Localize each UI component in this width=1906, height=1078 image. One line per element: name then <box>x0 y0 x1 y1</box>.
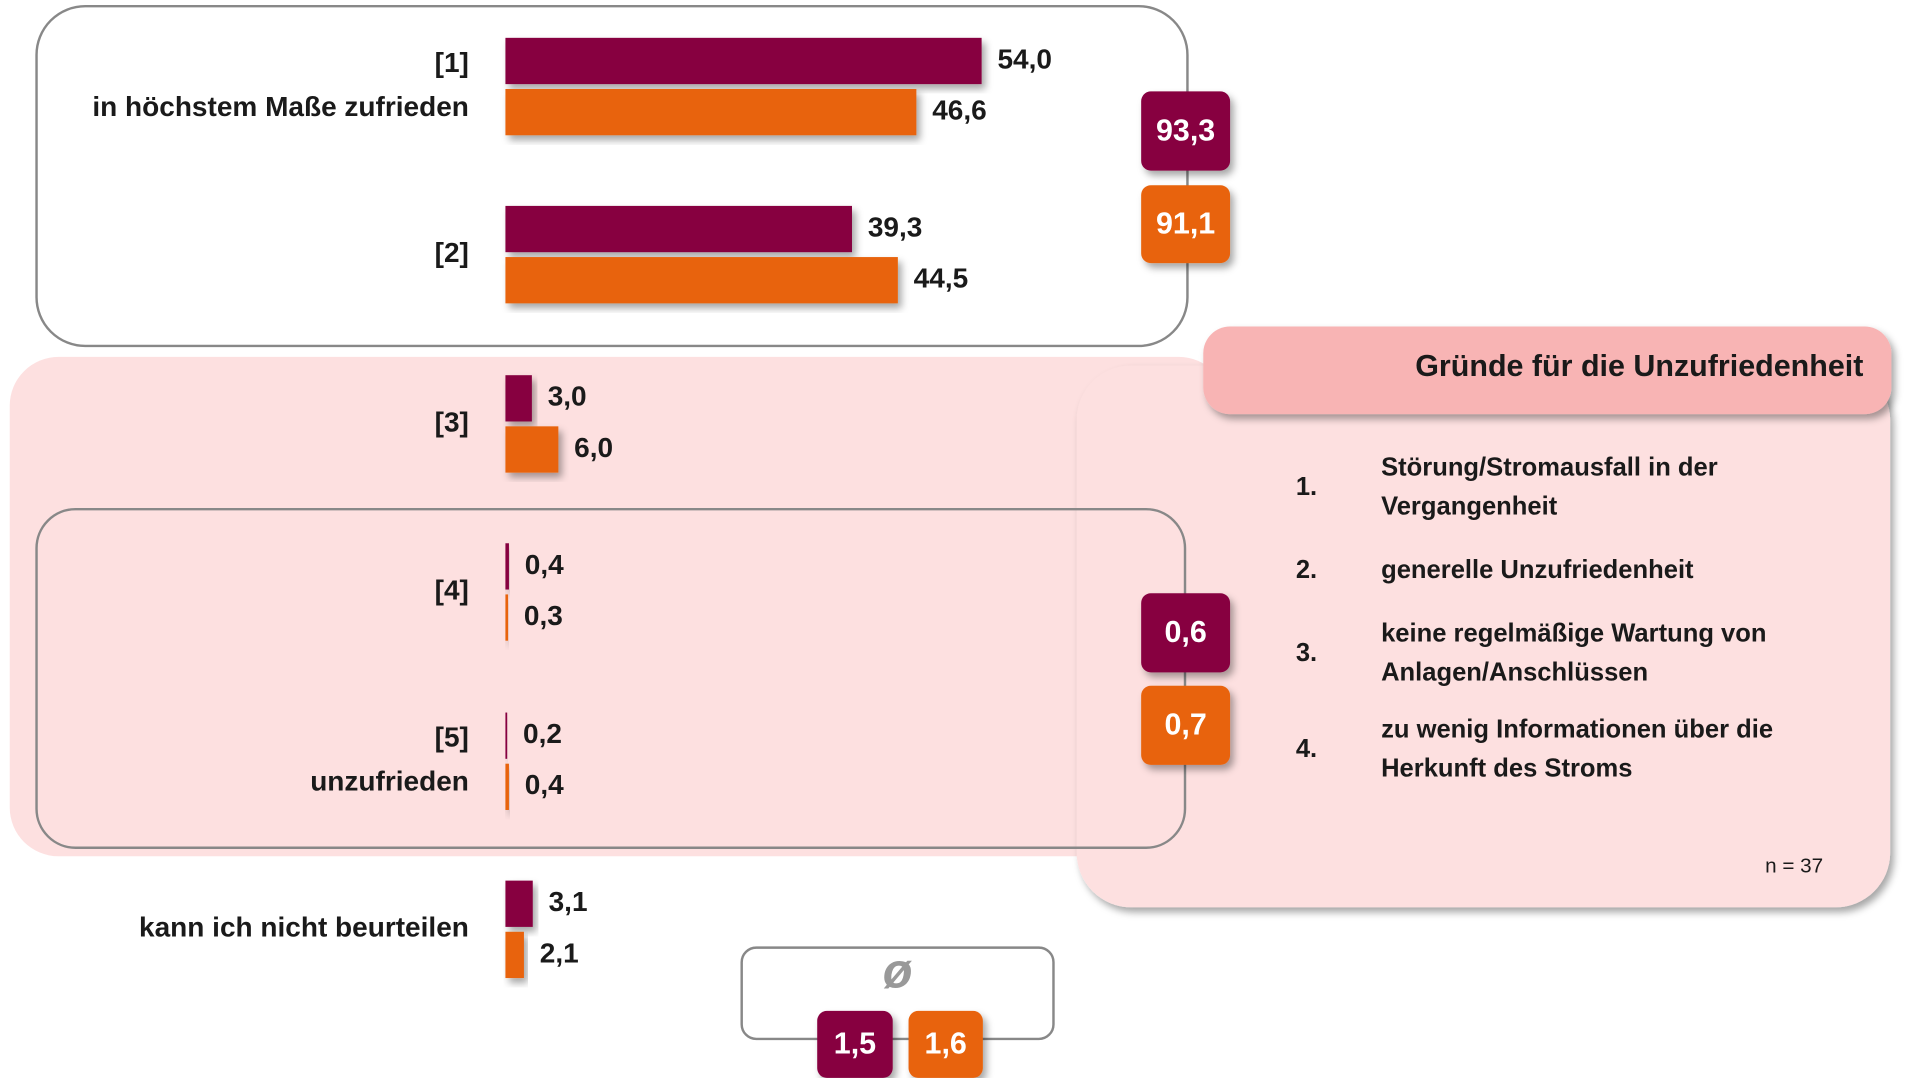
value-label: 2,1 <box>540 937 579 968</box>
reason-text: Störung/Stromausfall in der <box>1381 454 1718 482</box>
value-label: 54,0 <box>997 43 1051 74</box>
reason-text: generelle Unzufriedenheit <box>1381 556 1694 584</box>
reason-text: zu wenig Informationen über die <box>1381 716 1773 744</box>
value-label: 0,3 <box>524 600 563 631</box>
reason-text: Anlagen/Anschlüssen <box>1381 658 1648 686</box>
bar <box>505 426 559 473</box>
value-label: 6,0 <box>574 432 613 463</box>
value-label: 0,4 <box>525 549 564 580</box>
reason-text: Herkunft des Stroms <box>1381 755 1632 783</box>
bar <box>505 712 508 759</box>
reasons-panel <box>1076 365 1891 908</box>
category-label: kann ich nicht beurteilen <box>139 912 469 943</box>
category-label: [2] <box>435 237 469 268</box>
reason-text: Vergangenheit <box>1381 493 1558 521</box>
category-label: [1] <box>435 47 469 78</box>
summary-label: 1,6 <box>925 1027 967 1061</box>
bar <box>505 880 533 927</box>
bar <box>505 931 524 979</box>
summary-badge <box>1141 91 1231 171</box>
value-label: 44,5 <box>914 263 969 294</box>
summary-badge <box>1141 685 1231 765</box>
summary-badge <box>908 1010 983 1078</box>
summary-badge <box>817 1010 893 1078</box>
top-two-frame <box>35 4 1189 348</box>
category-label: [5] <box>435 722 469 753</box>
bar <box>505 375 532 422</box>
reason-number: 3. <box>1296 639 1317 667</box>
summary-badge <box>1141 593 1231 673</box>
summary-label: 1,5 <box>834 1027 876 1061</box>
bar <box>505 88 917 136</box>
bar <box>505 37 982 85</box>
reasons-header <box>1203 326 1892 415</box>
reason-number: 4. <box>1296 735 1317 763</box>
bar <box>505 205 852 253</box>
bottom-two-frame <box>35 507 1187 849</box>
summary-label: 0,6 <box>1164 615 1206 649</box>
value-label: 0,2 <box>523 718 562 749</box>
summary-label: 91,1 <box>1156 206 1215 240</box>
reason-number: 1. <box>1296 473 1317 501</box>
value-label: 3,1 <box>549 886 588 917</box>
reasons-title: Gründe für die Unzufriedenheit <box>1415 349 1863 383</box>
bar <box>505 594 509 641</box>
value-label: 0,4 <box>525 769 564 800</box>
category-label: [3] <box>435 406 469 437</box>
mean-label: ø <box>883 944 913 998</box>
reason-number: 2. <box>1296 556 1317 584</box>
value-label: 3,0 <box>548 381 587 412</box>
category-label: in höchstem Maße zufrieden <box>92 91 468 122</box>
value-label: 46,6 <box>932 95 987 126</box>
bar <box>505 543 509 590</box>
reason-text: keine regelmäßige Wartung von <box>1381 619 1766 647</box>
category-label: unzufrieden <box>310 766 469 797</box>
value-label: 39,3 <box>868 211 922 242</box>
summary-badge <box>1141 185 1231 264</box>
dissatisfied-background <box>9 356 1228 857</box>
category-label: [4] <box>435 574 469 605</box>
summary-label: 93,3 <box>1156 113 1215 147</box>
summary-label: 0,7 <box>1164 708 1206 742</box>
bar <box>505 257 898 304</box>
sample-note: n = 37 <box>1765 855 1823 878</box>
bar <box>505 763 509 810</box>
